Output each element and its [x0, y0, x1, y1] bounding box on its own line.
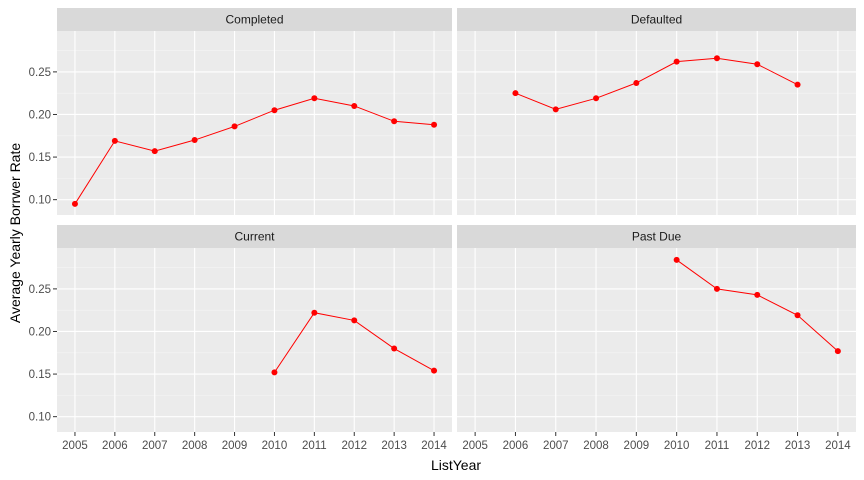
panel-defaulted-point-2013: [794, 81, 801, 88]
panel-completed-point-2009: [231, 123, 238, 130]
panel-completed-point-2005: [71, 200, 78, 207]
panel-defaulted-point-2010: [673, 58, 680, 65]
y-axis-title: Average Yearly Borrwer Rate: [7, 143, 23, 323]
panel-current-point-2014: [431, 367, 438, 374]
x-tick-label: 2013: [785, 440, 811, 452]
x-tick-label: 2009: [624, 440, 650, 452]
panel-past-due-point-2013: [794, 312, 801, 319]
panel-current-major-grid: [57, 248, 452, 432]
x-tick-label: 2012: [744, 440, 770, 452]
y-tick-label: 0.10: [29, 195, 51, 207]
y-tick-label: 0.20: [29, 326, 51, 338]
panel-past-due-major-grid: [457, 248, 856, 432]
panel-defaulted-point-2011: [713, 55, 720, 62]
panel-past-due-minor-grid: [457, 267, 856, 396]
panel-defaulted-major-grid: [457, 31, 856, 215]
panel-completed-point-2012: [351, 102, 358, 109]
x-tick-label: 2013: [381, 440, 407, 452]
x-tick-label: 2008: [182, 440, 208, 452]
panel-current-strip: [57, 225, 452, 248]
y-tick-label: 0.20: [29, 109, 51, 121]
x-tick-label: 2006: [102, 440, 128, 452]
panel-completed-background: [57, 31, 452, 215]
panel-completed-point-2014: [431, 121, 438, 128]
y-tick-label: 0.25: [29, 284, 51, 296]
x-axis: 2005 2006 2007 2008 2009 2010 2011 2012 2013 2014…: [62, 432, 851, 452]
panel-defaulted-strip: [457, 8, 856, 31]
x-tick-label: 2009: [222, 440, 248, 452]
y-axis: 0.10 0.15 0.20 0.25 0.10 0.15 0.20 0.25: [29, 67, 57, 424]
x-tick-label: 2011: [302, 440, 327, 452]
panel-past-due-background: [457, 248, 856, 432]
panel-completed-point-2010: [271, 107, 278, 114]
panel-completed-strip: [57, 8, 452, 31]
x-tick-label: 2011: [705, 440, 730, 452]
panel-current-point-2011: [311, 309, 318, 316]
panel-current-point-2010: [271, 369, 278, 376]
y-tick-label: 0.15: [29, 369, 51, 381]
panel-past-due-point-2014: [834, 348, 841, 355]
x-tick-label: 2010: [262, 440, 288, 452]
panel-completed-point-2007: [151, 148, 158, 155]
panel-completed-strip-label: Completed: [225, 13, 283, 27]
panel-current-point-2013: [391, 345, 398, 352]
x-tick-label: 2005: [462, 440, 488, 452]
panel-completed-series-line: [74, 97, 435, 205]
panel-completed-point-2008: [191, 137, 198, 144]
panel-defaulted-strip-label: Defaulted: [631, 13, 682, 27]
x-tick-label: 2014: [421, 440, 447, 452]
panel-current-minor-grid: [57, 267, 452, 396]
x-tick-label: 2005: [62, 440, 88, 452]
y-tick-label: 0.25: [29, 67, 51, 79]
panel-defaulted-point-2006: [512, 90, 519, 97]
panel-defaulted-point-2012: [754, 61, 761, 68]
x-axis-title: ListYear: [431, 457, 481, 473]
panel-past-due-strip: [457, 225, 856, 248]
panel-completed-major-grid: [57, 31, 452, 215]
panel-past-due-point-2011: [713, 285, 720, 292]
panel-defaulted-series-line: [515, 57, 798, 110]
x-tick-label: 2008: [583, 440, 609, 452]
panel-completed-point-2011: [311, 95, 318, 102]
panel-defaulted-minor-grid: [457, 50, 856, 179]
panel-defaulted-point-2008: [593, 95, 600, 102]
panel-completed-point-2013: [391, 118, 398, 125]
panel-defaulted-background: [457, 31, 856, 215]
panel-defaulted-point-2007: [552, 106, 559, 113]
panel-defaulted: Defaulted: [457, 8, 856, 215]
panel-current-strip-label: Current: [234, 230, 275, 244]
panel-completed-minor-grid: [57, 50, 452, 179]
x-tick-label: 2014: [825, 440, 851, 452]
panel-past-due-point-2012: [754, 291, 761, 298]
panels-layer: Completed Defaulted Current Past Due: [57, 8, 856, 432]
x-tick-label: 2007: [543, 440, 569, 452]
x-tick-label: 2012: [341, 440, 367, 452]
x-tick-label: 2010: [664, 440, 690, 452]
panel-past-due-strip-label: Past Due: [632, 230, 682, 244]
y-tick-label: 0.15: [29, 152, 51, 164]
panel-completed-point-2006: [111, 137, 118, 144]
panel-current-point-2012: [351, 317, 358, 324]
panel-current-background: [57, 248, 452, 432]
panel-past-due: Past Due: [457, 225, 856, 432]
panel-defaulted-point-2009: [633, 79, 640, 86]
panel-current: Current: [57, 225, 452, 432]
panel-completed: Completed: [57, 8, 452, 215]
y-tick-label: 0.10: [29, 412, 51, 424]
x-tick-label: 2006: [503, 440, 529, 452]
panel-past-due-point-2010: [673, 256, 680, 263]
x-tick-label: 2007: [142, 440, 168, 452]
